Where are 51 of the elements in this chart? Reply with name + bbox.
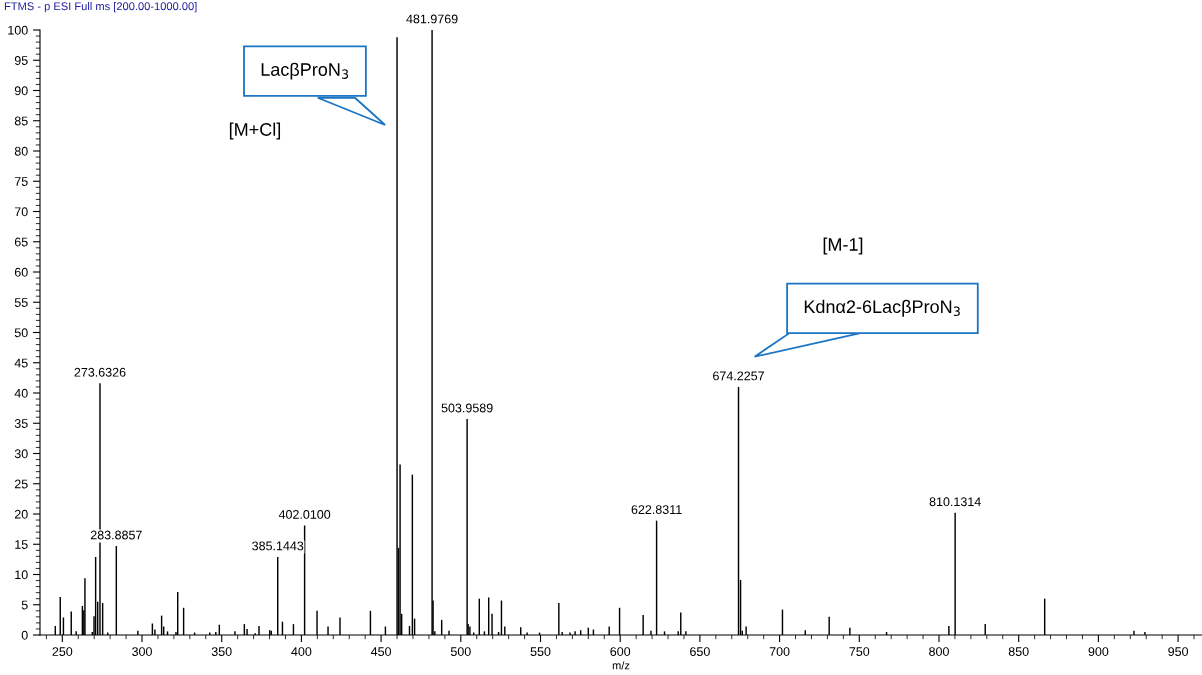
y-tick-label: 20	[14, 509, 28, 519]
x-tick-label: 550	[530, 647, 551, 656]
annotation: 283.8857	[90, 530, 142, 540]
y-tick-label: 60	[14, 267, 28, 277]
y-tick-label: 5	[21, 600, 28, 610]
x-tick-label: 650	[690, 647, 710, 656]
y-tick-label: 0	[21, 630, 28, 640]
annotation: 402.0100	[278, 510, 331, 519]
annotation: 622.8311	[631, 505, 682, 515]
x-tick-label: 950	[1168, 647, 1189, 656]
x-tick-label: 350	[211, 647, 232, 656]
y-tick-label: 35	[14, 419, 28, 428]
annotation: 503.9589	[441, 403, 493, 413]
annotation: 273.6326	[74, 367, 126, 377]
annotation: LacβProN$_{3}$	[261, 62, 349, 80]
y-tick-label: 70	[14, 207, 28, 217]
annotation: 385.1443	[252, 541, 304, 551]
y-tick-label: 40	[14, 388, 28, 398]
annotation: 481.9769	[406, 14, 458, 24]
annotation: 674.2257	[713, 371, 764, 381]
annotation: 810.1314	[929, 497, 981, 507]
x-tick-label: 900	[1088, 647, 1109, 656]
y-tick-label: 50	[14, 328, 28, 338]
x-axis-title: m/z	[612, 661, 630, 670]
annotation: [M+Cl]	[229, 122, 281, 140]
y-tick-label: 30	[14, 449, 28, 459]
annotation: Kdnα2-6LacβProN$_{3}$	[804, 299, 960, 317]
y-tick-label: 45	[14, 358, 28, 368]
x-tick-label: 500	[450, 647, 471, 656]
chart-title: FTMS - p ESI Full ms [200.00-1000.00]	[4, 2, 197, 13]
y-tick-label: 10	[15, 570, 28, 580]
y-tick-label: 80	[14, 146, 28, 156]
y-tick-label: 25	[14, 479, 28, 489]
x-tick-label: 750	[849, 647, 870, 656]
y-tick-label: 65	[14, 237, 28, 247]
x-tick-label: 850	[1008, 647, 1029, 656]
y-tick-label: 100	[8, 25, 28, 35]
x-tick-label: 450	[370, 647, 392, 656]
y-tick-label: 90	[14, 86, 28, 96]
x-tick-label: 300	[132, 647, 152, 656]
y-tick-label: 55	[14, 298, 28, 307]
annotation: [M-1]	[823, 237, 863, 255]
x-tick-label: 600	[610, 647, 631, 656]
y-tick-label: 85	[14, 116, 28, 126]
y-tick-label: 75	[14, 177, 28, 186]
y-tick-label: 15	[15, 540, 28, 549]
y-tick-label: 95	[14, 56, 28, 65]
x-tick-label: 800	[929, 647, 949, 656]
x-tick-label: 250	[52, 647, 73, 656]
x-tick-label: 400	[291, 647, 312, 656]
x-tick-label: 700	[769, 647, 790, 656]
